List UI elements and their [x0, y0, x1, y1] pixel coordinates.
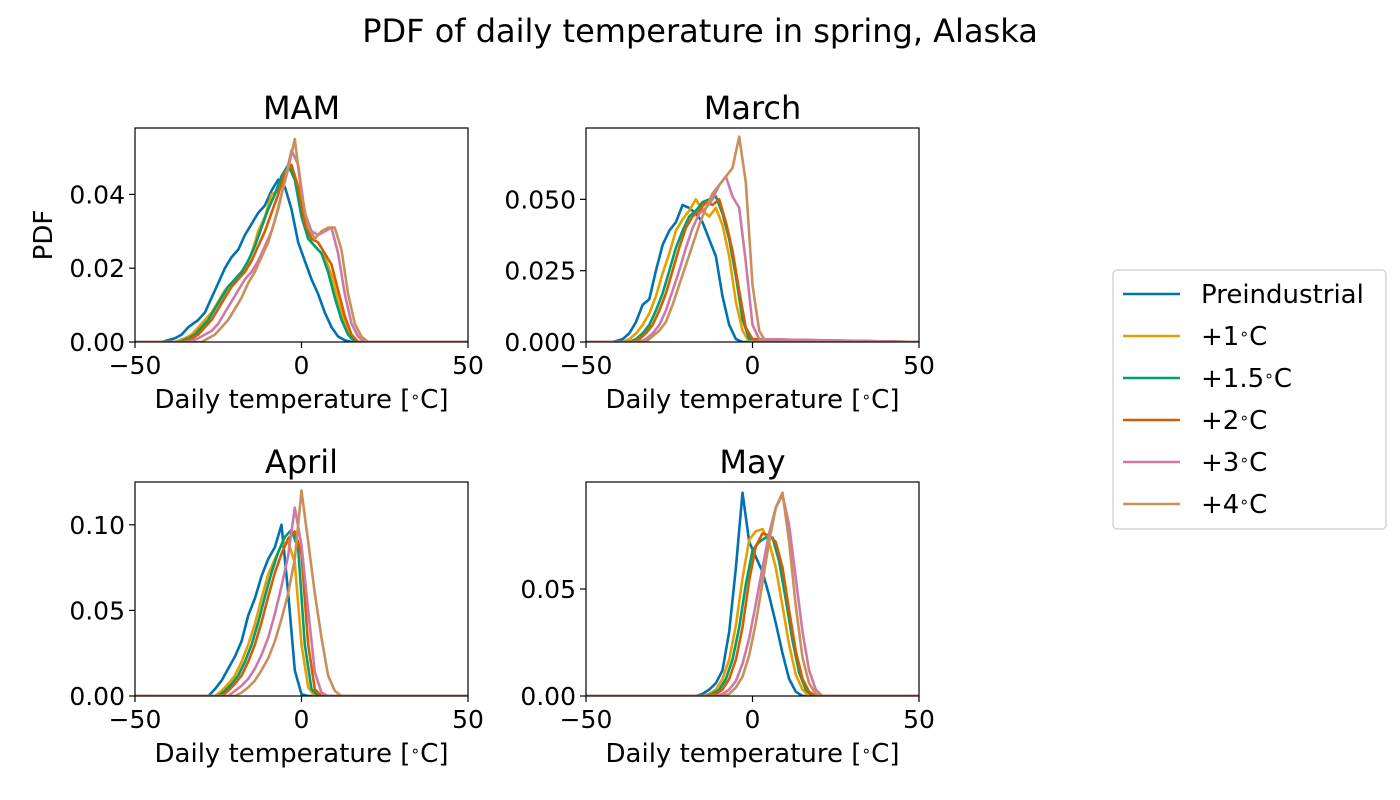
x-tick-label: 50 [903, 705, 935, 734]
y-tick-label: 0.00 [69, 682, 125, 711]
series-line-5 [135, 137, 468, 342]
y-tick-label: 0.00 [69, 328, 125, 357]
x-axis-label: Daily temperature [∘C] [606, 385, 900, 415]
y-tick-label: 0.04 [69, 180, 125, 209]
panel-title: March [704, 89, 802, 127]
series-line-4 [135, 506, 468, 696]
legend-label: Preindustrial [1201, 280, 1364, 310]
y-tick-label: 0.05 [69, 596, 125, 625]
series-line-5 [586, 135, 919, 342]
y-tick-label: 0.050 [504, 185, 576, 214]
series-line-0 [586, 491, 919, 696]
figure-title: PDF of daily temperature in spring, Alas… [362, 12, 1038, 50]
y-tick-label: 0.025 [504, 257, 576, 286]
panel-3: −50 0 50 0.00 0.05 May Daily temperature [∘C] [520, 443, 935, 769]
legend-label: +4∘C [1201, 490, 1267, 520]
panel-0: −50 0 50 0.00 0.02 0.04 MAM Daily temperature [… [29, 89, 484, 415]
legend: Preindustrial +1∘C +1.5∘C +2∘C +3∘C +4∘C [1112, 269, 1387, 530]
legend-label: +1.5∘C [1201, 364, 1292, 394]
y-tick-label: 0.00 [520, 682, 576, 711]
x-tick-label: −50 [109, 705, 162, 734]
panel-1: −50 0 50 0.000 0.025 0.050 March Daily temperat… [504, 89, 934, 415]
series-line-3 [135, 163, 468, 342]
x-tick-label: −50 [560, 351, 613, 380]
y-tick-label: 0.000 [504, 328, 576, 357]
x-tick-label: 50 [452, 351, 484, 380]
panel-title: MAM [263, 89, 340, 127]
series-line-4 [586, 493, 919, 696]
x-axis-label: Daily temperature [∘C] [155, 385, 449, 415]
series-line-3 [135, 530, 468, 696]
series-line-3 [586, 532, 919, 696]
x-axis-label: Daily temperature [∘C] [606, 739, 900, 769]
x-tick-label: 50 [452, 705, 484, 734]
series-line-0 [135, 178, 468, 342]
series-line-5 [586, 491, 919, 696]
x-tick-label: −50 [560, 705, 613, 734]
series-line-5 [135, 489, 468, 696]
series-line-2 [135, 528, 468, 696]
x-tick-label: 0 [745, 351, 761, 380]
legend-label: +2∘C [1201, 406, 1267, 436]
series-line-1 [135, 540, 468, 696]
legend-label: +1∘C [1201, 322, 1267, 352]
legend-label: +3∘C [1201, 448, 1267, 478]
series-line-1 [135, 167, 468, 342]
series-line-4 [135, 148, 468, 342]
x-tick-label: 0 [294, 705, 310, 734]
panel-title: May [719, 443, 785, 481]
x-tick-label: 0 [745, 705, 761, 734]
series-line-3 [586, 198, 919, 342]
axes-frame [134, 127, 469, 343]
series-line-0 [135, 523, 468, 696]
x-tick-label: 50 [903, 351, 935, 380]
series-line-4 [586, 175, 919, 342]
y-tick-label: 0.10 [69, 511, 125, 540]
series-line-2 [135, 163, 468, 342]
x-tick-label: 0 [294, 351, 310, 380]
panels: −50 0 50 0.00 0.02 0.04 MAM Daily temperature [… [29, 89, 935, 769]
y-axis-label: PDF [29, 210, 59, 261]
y-tick-label: 0.02 [69, 254, 125, 283]
y-tick-label: 0.05 [520, 575, 576, 604]
series-line-1 [586, 198, 919, 342]
x-axis-label: Daily temperature [∘C] [155, 739, 449, 769]
panel-2: −50 0 50 0.00 0.05 0.10 April Daily temperature… [69, 443, 484, 769]
legend-frame [1112, 269, 1387, 530]
series-line-1 [586, 527, 919, 696]
axes-frame [585, 127, 920, 343]
series-line-0 [586, 203, 919, 342]
axes-frame [585, 481, 920, 697]
x-tick-label: −50 [109, 351, 162, 380]
panel-title: April [265, 443, 338, 481]
